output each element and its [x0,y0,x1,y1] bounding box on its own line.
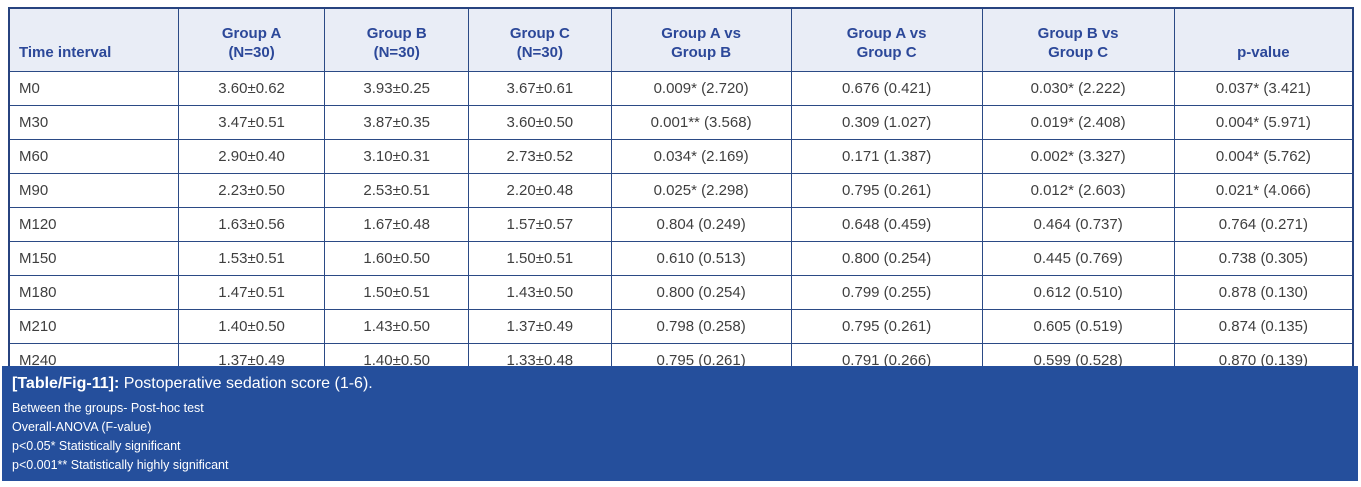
caption-title: [Table/Fig-11]: Postoperative sedation s… [12,373,1348,395]
cell: 1.57±0.57 [468,207,612,242]
cell: 3.10±0.31 [324,139,470,174]
cell: 0.798 (0.258) [610,309,792,344]
table-row: M0 3.60±0.62 3.93±0.25 3.67±0.61 0.009* (2.7… [8,71,1354,106]
cell: 0.800 (0.254) [610,275,792,310]
cell: 0.878 (0.130) [1173,275,1354,310]
caption-note-significant: p<0.05* Statistically significant [12,438,181,453]
header-time-interval: Time interval [8,7,179,72]
cell: 3.60±0.50 [468,105,612,140]
cell: 2.20±0.48 [468,173,612,208]
cell: 0.605 (0.519) [981,309,1175,344]
cell: 0.001** (3.568) [610,105,792,140]
header-group-a-vs-b: Group A vs Group B [610,7,792,72]
cell: 1.43±0.50 [468,275,612,310]
header-group-c: Group C (N=30) [468,7,612,72]
cell: 0.445 (0.769) [981,241,1175,276]
row-label: M30 [8,105,179,140]
cell: 1.47±0.51 [177,275,326,310]
cell: 0.464 (0.737) [981,207,1175,242]
table-body: M0 3.60±0.62 3.93±0.25 3.67±0.61 0.009* (2.7… [8,71,1354,379]
cell: 2.73±0.52 [468,139,612,174]
sedation-score-table: Time interval Group A (N=30) Group B (N=… [8,7,1354,379]
header-group-a: Group A (N=30) [177,7,326,72]
cell: 0.012* (2.603) [981,173,1175,208]
cell: 0.030* (2.222) [981,71,1175,106]
row-label: M60 [8,139,179,174]
cell: 0.021* (4.066) [1173,173,1354,208]
row-label: M180 [8,275,179,310]
cell: 1.43±0.50 [324,309,470,344]
row-label: M150 [8,241,179,276]
row-label: M90 [8,173,179,208]
cell: 1.67±0.48 [324,207,470,242]
caption-note-anova: Overall-ANOVA (F-value) [12,419,152,434]
header-group-b-vs-c: Group B vs Group C [981,7,1175,72]
cell: 1.37±0.49 [468,309,612,344]
figure-title-text: Postoperative sedation score (1-6). [119,375,373,392]
table-row: M60 2.90±0.40 3.10±0.31 2.73±0.52 0.034* (2.… [8,139,1354,174]
table-row: M90 2.23±0.50 2.53±0.51 2.20±0.48 0.025* (2.… [8,173,1354,208]
cell: 0.804 (0.249) [610,207,792,242]
cell: 0.002* (3.327) [981,139,1175,174]
table-row: M180 1.47±0.51 1.50±0.51 1.43±0.50 0.800 (0.… [8,275,1354,310]
cell: 0.309 (1.027) [790,105,983,140]
table-row: M210 1.40±0.50 1.43±0.50 1.37±0.49 0.798 (0.… [8,309,1354,344]
cell: 0.738 (0.305) [1173,241,1354,276]
cell: 0.009* (2.720) [610,71,792,106]
table-row: M150 1.53±0.51 1.60±0.50 1.50±0.51 0.610 (0.… [8,241,1354,276]
sedation-score-table-wrap: Time interval Group A (N=30) Group B (N=… [8,7,1354,379]
cell: 1.53±0.51 [177,241,326,276]
cell: 1.50±0.51 [324,275,470,310]
cell: 3.60±0.62 [177,71,326,106]
cell: 0.874 (0.135) [1173,309,1354,344]
cell: 0.800 (0.254) [790,241,983,276]
cell: 3.87±0.35 [324,105,470,140]
cell: 0.025* (2.298) [610,173,792,208]
row-label: M210 [8,309,179,344]
cell: 2.23±0.50 [177,173,326,208]
header-group-a-vs-c: Group A vs Group C [790,7,983,72]
cell: 0.004* (5.762) [1173,139,1354,174]
cell: 0.610 (0.513) [610,241,792,276]
cell: 2.90±0.40 [177,139,326,174]
header-p-value: p-value [1173,7,1354,72]
table-row: M30 3.47±0.51 3.87±0.35 3.60±0.50 0.001** (3… [8,105,1354,140]
row-label: M120 [8,207,179,242]
header-row: Time interval Group A (N=30) Group B (N=… [8,7,1354,72]
cell: 0.799 (0.255) [790,275,983,310]
table-row: M120 1.63±0.56 1.67±0.48 1.57±0.57 0.804 (0.… [8,207,1354,242]
cell: 3.67±0.61 [468,71,612,106]
caption-note-highly-significant: p<0.001** Statistically highly significa… [12,457,229,472]
cell: 0.004* (5.971) [1173,105,1354,140]
cell: 1.60±0.50 [324,241,470,276]
cell: 0.612 (0.510) [981,275,1175,310]
caption-note-posthoc: Between the groups- Post-hoc test [12,400,204,415]
cell: 1.40±0.50 [177,309,326,344]
cell: 0.676 (0.421) [790,71,983,106]
row-label: M0 [8,71,179,106]
figure-label: [Table/Fig-11]: [12,375,120,392]
cell: 0.795 (0.261) [790,173,983,208]
cell: 1.50±0.51 [468,241,612,276]
cell: 0.171 (1.387) [790,139,983,174]
cell: 0.019* (2.408) [981,105,1175,140]
caption-band: [Table/Fig-11]: Postoperative sedation s… [2,366,1358,481]
cell: 0.037* (3.421) [1173,71,1354,106]
cell: 1.63±0.56 [177,207,326,242]
header-group-b: Group B (N=30) [324,7,470,72]
cell: 0.795 (0.261) [790,309,983,344]
cell: 0.034* (2.169) [610,139,792,174]
cell: 0.764 (0.271) [1173,207,1354,242]
table-header: Time interval Group A (N=30) Group B (N=… [8,7,1354,72]
cell: 3.47±0.51 [177,105,326,140]
cell: 0.648 (0.459) [790,207,983,242]
cell: 3.93±0.25 [324,71,470,106]
cell: 2.53±0.51 [324,173,470,208]
